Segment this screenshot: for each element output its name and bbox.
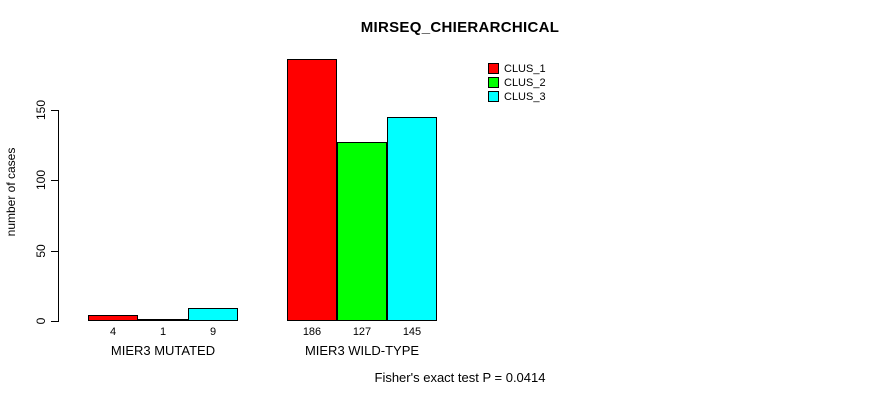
y-axis-tick-label: 50 xyxy=(34,244,48,258)
bar-value-label: 127 xyxy=(352,326,372,338)
legend-item: CLUS_3 xyxy=(488,90,546,103)
bar xyxy=(387,117,437,321)
chart-title: MIRSEQ_CHIERARCHICAL xyxy=(360,19,560,36)
category-label: MIER3 WILD-TYPE xyxy=(304,343,420,358)
y-axis-tick-label: 150 xyxy=(34,99,48,121)
legend-item: CLUS_2 xyxy=(488,76,546,89)
y-axis-label: number of cases xyxy=(4,147,18,237)
legend-swatch xyxy=(488,63,499,74)
bar-value-label: 4 xyxy=(109,326,117,338)
y-axis-tick xyxy=(51,251,58,252)
bar xyxy=(337,142,387,321)
legend: CLUS_1 CLUS_2 CLUS_3 xyxy=(488,62,546,104)
stat-test-annotation: Fisher's exact test P = 0.0414 xyxy=(374,370,546,385)
bar-value-label: 186 xyxy=(302,326,322,338)
category-label: MIER3 MUTATED xyxy=(110,343,216,358)
bar xyxy=(287,59,337,321)
legend-label: CLUS_3 xyxy=(504,90,546,103)
y-axis-tick-label: 100 xyxy=(34,169,48,191)
bar-value-label: 145 xyxy=(402,326,422,338)
y-axis-tick xyxy=(51,110,58,111)
legend-label: CLUS_2 xyxy=(504,76,546,89)
bar xyxy=(188,308,238,321)
y-axis-tick xyxy=(51,321,58,322)
y-axis-line xyxy=(58,110,59,322)
y-axis-tick xyxy=(51,180,58,181)
y-axis-tick-label: 0 xyxy=(34,317,48,325)
legend-swatch xyxy=(488,77,499,88)
legend-label: CLUS_1 xyxy=(504,62,546,75)
legend-swatch xyxy=(488,91,499,102)
legend-item: CLUS_1 xyxy=(488,62,546,75)
bar xyxy=(138,319,188,321)
bar xyxy=(88,315,138,321)
bar-value-label: 9 xyxy=(209,326,217,338)
bar-value-label: 1 xyxy=(159,326,167,338)
